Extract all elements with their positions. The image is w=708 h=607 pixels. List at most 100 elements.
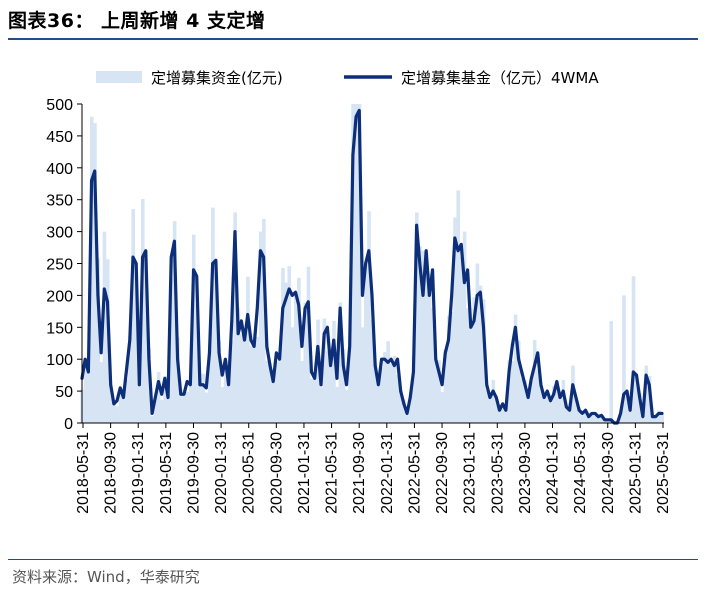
area-bar (150, 415, 155, 423)
area-bar (89, 116, 94, 423)
x-tick-label: 2018-05-31 (75, 432, 92, 514)
area-bar (195, 304, 199, 423)
area-bar (239, 334, 244, 423)
footer-rule (8, 559, 698, 560)
area-bar (236, 307, 241, 423)
area-bar (558, 394, 563, 423)
x-tick-label: 2024-09-30 (600, 432, 617, 514)
area-layer (80, 104, 664, 423)
area-bar (427, 273, 432, 423)
area-bar (303, 302, 308, 423)
area-bar (96, 258, 100, 423)
area-bar (548, 399, 553, 423)
area-bar (204, 392, 209, 423)
y-tick-label: 300 (46, 225, 73, 242)
area-bar (622, 295, 626, 423)
x-tick-label: 2022-09-30 (434, 432, 451, 514)
area-bar (211, 207, 215, 423)
area-bar (112, 400, 116, 423)
area-bar (657, 410, 661, 423)
y-tick-label: 150 (46, 320, 73, 337)
area-bar (523, 380, 527, 423)
area-bar (258, 231, 263, 423)
area-bar (532, 340, 537, 423)
area-bar (118, 388, 123, 423)
area-bar (201, 373, 206, 423)
x-tick-label: 2020-09-30 (268, 432, 285, 514)
area-bar (328, 366, 333, 423)
area-bar (265, 360, 269, 423)
area-bar (650, 417, 655, 423)
area-bar (469, 328, 473, 423)
area-bar (125, 379, 129, 423)
area-bar (191, 234, 196, 423)
area-bar (156, 371, 161, 423)
legend: 定增募集资金(亿元) 定增募集基金（亿元）4WMA (96, 69, 599, 87)
area-bar (501, 408, 505, 423)
axis-layer: 0 50 100 150 200 250 300 350 400 450 500 2018-05-31… (46, 97, 672, 514)
area-bar (459, 256, 464, 423)
area-bar (609, 320, 614, 423)
area-bar (437, 360, 441, 423)
area-bar (507, 360, 512, 423)
area-bar (287, 266, 292, 423)
area-bar (115, 406, 120, 423)
area-bar (360, 327, 365, 423)
area-bar (188, 385, 193, 423)
area-bar (134, 284, 139, 423)
area-bar (424, 262, 429, 423)
area-bar (405, 415, 410, 423)
area-bar (163, 376, 167, 423)
area-bar (227, 375, 231, 423)
area-bar (386, 341, 390, 423)
area-bar (583, 409, 588, 423)
area-bar (552, 385, 556, 423)
area-bar (354, 104, 359, 423)
area-bar (475, 263, 480, 423)
area-bar (618, 412, 623, 423)
area-bar (284, 282, 288, 423)
area-bar (297, 277, 301, 423)
area-bar (99, 361, 104, 423)
line-layer (80, 108, 664, 425)
area-bar (497, 408, 502, 423)
area-bar (242, 330, 247, 423)
x-tick-label: 2023-05-31 (489, 432, 506, 514)
x-tick-label: 2020-05-31 (241, 432, 258, 514)
area-bar (383, 352, 387, 423)
area-bar (207, 345, 212, 423)
area-bar (466, 308, 470, 423)
y-tick-label: 250 (46, 257, 73, 274)
area-bar (587, 414, 591, 423)
area-bar (255, 336, 260, 423)
area-bar (198, 382, 202, 423)
area-bar (357, 104, 362, 423)
x-tick-label: 2021-09-30 (351, 432, 368, 514)
area-bar (561, 379, 566, 423)
area-bar (86, 360, 91, 423)
area-bar (172, 221, 177, 423)
area-bar (376, 373, 381, 423)
area-bar (306, 266, 311, 423)
area-bar (293, 293, 298, 423)
area-bar (590, 414, 594, 423)
x-tick-label: 2025-05-31 (655, 432, 672, 514)
y-tick-label: 200 (46, 288, 73, 305)
area-bar (313, 373, 317, 423)
x-tick-label: 2019-01-31 (130, 432, 147, 514)
area-bar (166, 390, 171, 423)
area-bar (271, 369, 276, 423)
area-bar (526, 388, 531, 423)
area-bar (281, 267, 285, 423)
area-bar (182, 389, 186, 423)
area-bar (517, 340, 521, 423)
area-bar (137, 380, 142, 423)
legend-label-area: 定增募集资金(亿元) (151, 69, 283, 87)
area-bar (83, 359, 88, 423)
area-bar (319, 387, 324, 423)
area-bar (316, 319, 320, 423)
area-bar (564, 408, 569, 423)
area-bar (446, 316, 451, 423)
area-bar (513, 314, 518, 423)
